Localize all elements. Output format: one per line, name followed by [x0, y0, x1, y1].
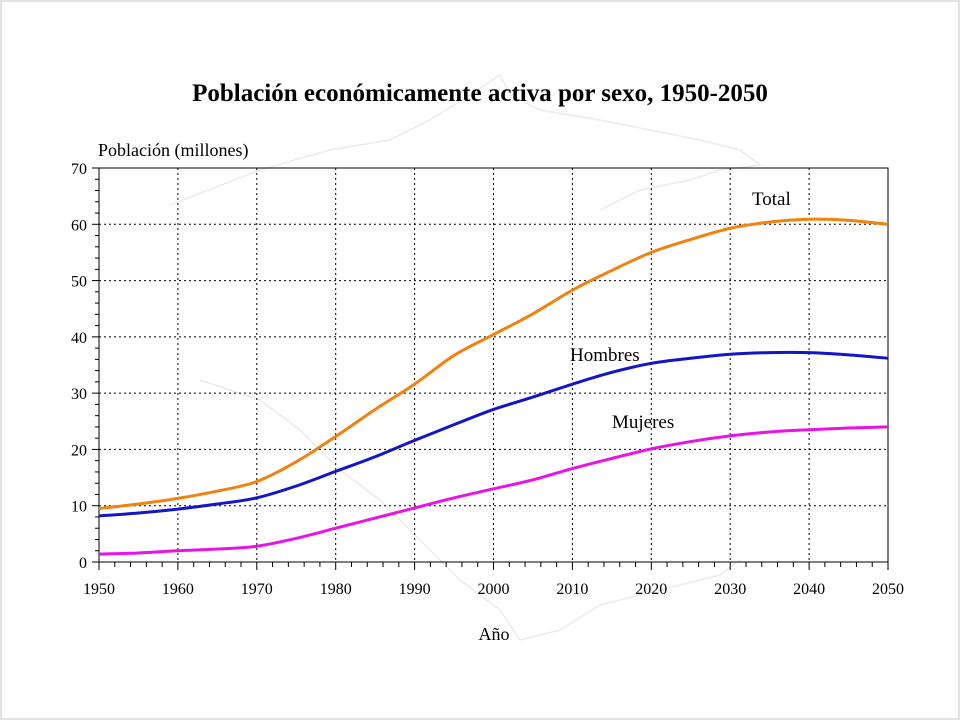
- x-tick-labels: 1950 1960 1970 1980 1990 2000 2010 2020 2030 2040…: [83, 581, 904, 598]
- x-tick-label-1960: 1960: [162, 581, 194, 598]
- x-tick-label-1970: 1970: [241, 581, 273, 598]
- y-tick-label-10: 10: [71, 499, 87, 516]
- series-line-total: [98, 217, 889, 511]
- series-line-mujeres: [98, 425, 889, 556]
- y-tick-label-40: 40: [71, 330, 87, 347]
- y-tick-label-20: 20: [71, 442, 87, 459]
- x-tick-label-1950: 1950: [83, 581, 115, 598]
- x-tick-label-2010: 2010: [556, 581, 588, 598]
- x-tick-label-2000: 2000: [478, 581, 510, 598]
- y-tick-label-70: 70: [71, 161, 87, 178]
- y-tick-labels: 0 10 20 30 40 50 60 70: [71, 161, 87, 572]
- series-label-total: Total: [752, 189, 791, 210]
- series-label-mujeres: Mujeres: [612, 412, 674, 433]
- x-tick-label-2040: 2040: [793, 581, 825, 598]
- x-tick-label-1990: 1990: [399, 581, 431, 598]
- series-label-hombres: Hombres: [570, 345, 640, 366]
- y-axis-label: Población (millones): [98, 140, 248, 161]
- chart-title: Población económicamente activa por sexo…: [192, 80, 768, 107]
- y-tick-label-60: 60: [71, 217, 87, 234]
- x-tick-label-2050: 2050: [872, 581, 904, 598]
- y-tick-label-50: 50: [71, 274, 87, 291]
- grid-lines: [99, 168, 888, 562]
- x-tick-label-2020: 2020: [635, 581, 667, 598]
- x-tick-label-1980: 1980: [320, 581, 352, 598]
- x-axis-label: Año: [479, 624, 510, 644]
- series-lines: [98, 217, 889, 556]
- x-tick-label-2030: 2030: [714, 581, 746, 598]
- background-map-watermark: [169, 73, 762, 641]
- axes: [92, 167, 889, 570]
- y-tick-label-30: 30: [71, 386, 87, 403]
- plot-area-border: [98, 167, 889, 563]
- y-tick-label-0: 0: [79, 555, 87, 572]
- series-line-hombres: [98, 350, 889, 518]
